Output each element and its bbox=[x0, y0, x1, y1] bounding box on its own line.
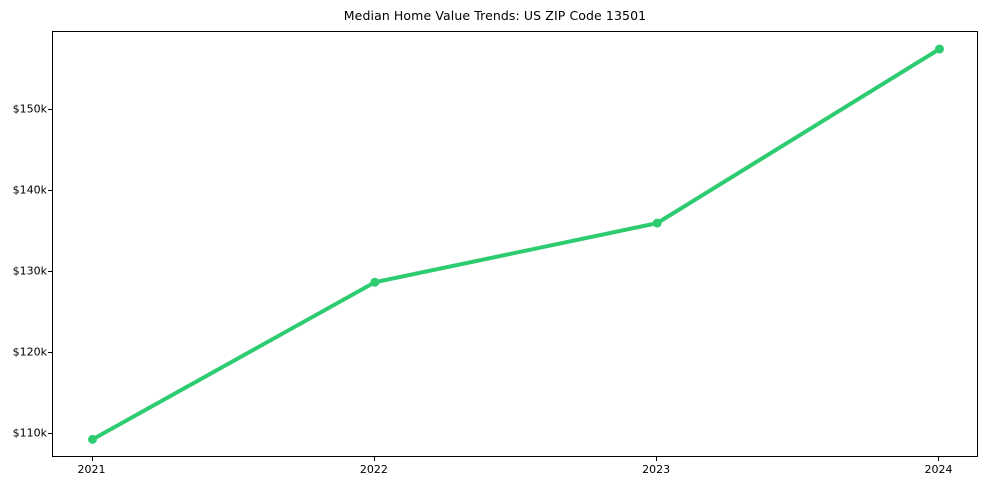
x-tick-label: 2021 bbox=[77, 463, 106, 476]
series-line-median-home-value bbox=[90, 47, 942, 442]
y-tick-mark bbox=[48, 189, 52, 191]
data-point-2021 bbox=[88, 434, 98, 444]
x-tick-mark bbox=[656, 457, 658, 461]
y-tick-mark bbox=[48, 108, 52, 110]
plot-area bbox=[52, 31, 978, 457]
y-tick-label: $130k bbox=[12, 264, 47, 278]
data-point-2023 bbox=[652, 218, 662, 228]
x-tick-label: 2024 bbox=[924, 463, 953, 476]
x-tick-label: 2023 bbox=[642, 463, 671, 476]
x-tick-label: 2022 bbox=[359, 463, 388, 476]
line-series-svg bbox=[88, 44, 944, 444]
y-tick-label: $150k bbox=[12, 102, 47, 116]
y-tick-label: $140k bbox=[12, 183, 47, 197]
y-tick-mark bbox=[48, 432, 52, 434]
x-tick-mark bbox=[373, 457, 375, 461]
y-tick-mark bbox=[48, 270, 52, 272]
data-point-2024 bbox=[934, 44, 944, 54]
chart-title: Median Home Value Trends: US ZIP Code 13… bbox=[343, 8, 647, 23]
data-point-2022 bbox=[370, 277, 380, 287]
y-tick-label: $120k bbox=[12, 345, 47, 359]
y-tick-mark bbox=[48, 351, 52, 353]
x-tick-mark bbox=[938, 457, 940, 461]
x-tick-mark bbox=[91, 457, 93, 461]
y-tick-label: $110k bbox=[12, 426, 47, 440]
series-markers bbox=[88, 44, 944, 444]
